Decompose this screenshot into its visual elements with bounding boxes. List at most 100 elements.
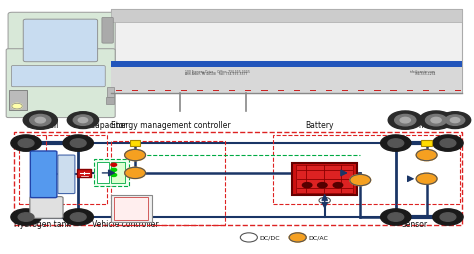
Circle shape (35, 118, 46, 123)
FancyBboxPatch shape (132, 90, 138, 92)
Circle shape (63, 135, 93, 152)
FancyBboxPatch shape (58, 155, 75, 194)
Circle shape (30, 115, 51, 126)
FancyBboxPatch shape (277, 90, 283, 92)
Text: 100 Freeway Drive    Office: 734-555-5555: 100 Freeway Drive Office: 734-555-5555 (185, 69, 250, 73)
FancyBboxPatch shape (111, 195, 152, 222)
Text: Sensor: Sensor (401, 220, 428, 229)
Circle shape (388, 213, 404, 221)
Circle shape (350, 175, 371, 186)
FancyBboxPatch shape (296, 165, 353, 193)
FancyBboxPatch shape (30, 151, 57, 198)
FancyBboxPatch shape (111, 67, 462, 94)
Circle shape (416, 150, 437, 161)
Circle shape (400, 118, 410, 123)
FancyBboxPatch shape (342, 90, 348, 92)
Circle shape (70, 139, 86, 148)
FancyBboxPatch shape (111, 62, 462, 67)
Circle shape (70, 213, 86, 221)
Circle shape (395, 115, 416, 126)
Circle shape (440, 139, 456, 148)
FancyBboxPatch shape (8, 13, 115, 68)
Circle shape (11, 209, 41, 225)
Circle shape (450, 118, 460, 123)
Circle shape (18, 213, 34, 221)
Circle shape (419, 112, 453, 130)
FancyBboxPatch shape (106, 98, 114, 104)
FancyBboxPatch shape (181, 90, 187, 92)
FancyBboxPatch shape (77, 170, 91, 177)
FancyBboxPatch shape (374, 90, 381, 92)
FancyBboxPatch shape (111, 10, 462, 94)
Circle shape (446, 116, 465, 126)
Circle shape (125, 168, 146, 179)
FancyBboxPatch shape (30, 197, 63, 218)
Circle shape (73, 116, 92, 126)
FancyBboxPatch shape (130, 141, 140, 146)
Text: Battery: Battery (306, 121, 334, 130)
FancyBboxPatch shape (114, 197, 148, 220)
FancyBboxPatch shape (391, 90, 397, 92)
Circle shape (381, 135, 411, 152)
Text: Hub motor: Hub motor (401, 121, 442, 130)
Text: Vehicle controller: Vehicle controller (92, 220, 159, 229)
Circle shape (289, 233, 306, 242)
Circle shape (125, 150, 146, 161)
Circle shape (416, 173, 437, 185)
FancyBboxPatch shape (197, 90, 203, 92)
FancyBboxPatch shape (213, 90, 219, 92)
FancyBboxPatch shape (148, 90, 155, 92)
FancyBboxPatch shape (116, 90, 122, 92)
FancyBboxPatch shape (421, 141, 432, 146)
FancyBboxPatch shape (439, 90, 445, 92)
Circle shape (431, 118, 441, 123)
FancyBboxPatch shape (310, 90, 316, 92)
FancyBboxPatch shape (455, 90, 461, 92)
FancyBboxPatch shape (164, 90, 171, 92)
Circle shape (240, 233, 257, 242)
FancyBboxPatch shape (9, 90, 27, 110)
FancyBboxPatch shape (245, 90, 251, 92)
FancyBboxPatch shape (0, 124, 474, 254)
FancyBboxPatch shape (229, 90, 235, 92)
Circle shape (388, 139, 404, 148)
Circle shape (318, 183, 327, 188)
Text: Ultracapacitor: Ultracapacitor (72, 121, 127, 130)
FancyBboxPatch shape (0, 0, 474, 127)
FancyBboxPatch shape (94, 160, 129, 186)
Circle shape (63, 209, 93, 225)
Circle shape (11, 135, 41, 152)
Circle shape (18, 139, 34, 148)
Circle shape (433, 209, 463, 225)
Circle shape (12, 104, 22, 109)
Circle shape (333, 183, 343, 188)
FancyBboxPatch shape (111, 163, 125, 183)
FancyBboxPatch shape (294, 90, 300, 92)
Text: info@carrier.com: info@carrier.com (410, 69, 436, 73)
FancyBboxPatch shape (102, 18, 113, 44)
Circle shape (388, 112, 422, 130)
Circle shape (319, 198, 330, 204)
Text: Fuel cell: Fuel cell (27, 121, 58, 130)
Text: Ann Arbor, MI 48108   Fax: 734-555-5577: Ann Arbor, MI 48108 Fax: 734-555-5577 (185, 72, 247, 76)
Text: Hydrogen tank: Hydrogen tank (14, 220, 71, 229)
Text: 734-555-1234: 734-555-1234 (415, 72, 436, 76)
FancyBboxPatch shape (423, 90, 429, 92)
FancyBboxPatch shape (358, 90, 365, 92)
FancyBboxPatch shape (97, 163, 109, 183)
Circle shape (302, 183, 312, 188)
Circle shape (439, 112, 471, 129)
FancyBboxPatch shape (6, 50, 115, 118)
Circle shape (111, 174, 117, 177)
FancyBboxPatch shape (292, 163, 357, 195)
FancyBboxPatch shape (107, 88, 114, 98)
FancyBboxPatch shape (111, 10, 462, 23)
Text: Energy management controller: Energy management controller (111, 121, 230, 130)
Circle shape (111, 164, 117, 167)
FancyBboxPatch shape (261, 90, 267, 92)
Circle shape (440, 213, 456, 221)
Text: DC/DC: DC/DC (260, 235, 281, 240)
Text: DC/AC: DC/AC (308, 235, 328, 240)
Circle shape (78, 118, 88, 123)
FancyBboxPatch shape (326, 90, 332, 92)
